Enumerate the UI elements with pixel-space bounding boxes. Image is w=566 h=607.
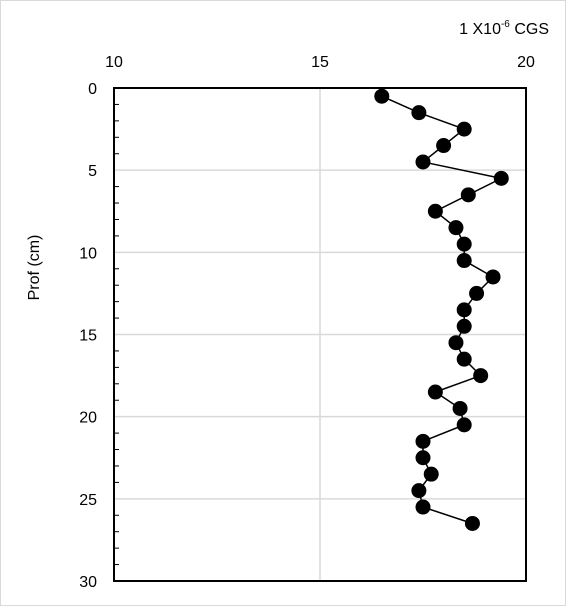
data-point <box>452 400 468 416</box>
data-point <box>448 220 464 236</box>
y-tick-label: 30 <box>79 574 97 591</box>
data-point <box>415 450 431 466</box>
data-point <box>374 88 390 104</box>
data-point <box>485 269 501 285</box>
x-tick-label: 15 <box>311 54 329 71</box>
data-point <box>415 154 431 170</box>
y-tick-label: 0 <box>88 81 97 98</box>
data-point <box>436 138 452 154</box>
data-point <box>423 466 439 482</box>
x-axis-title-unit: CGS <box>510 21 549 38</box>
data-point <box>427 203 443 219</box>
y-tick-label: 20 <box>79 410 97 427</box>
data-point <box>456 302 472 318</box>
x-axis-title-superscript: -6 <box>501 19 510 30</box>
y-tick-labels: 0 5 10 15 20 25 30 <box>79 81 97 591</box>
series-line-segment <box>435 374 481 393</box>
series-line-segment <box>418 111 465 130</box>
data-point <box>464 515 480 531</box>
data-point <box>415 433 431 449</box>
x-axis-title: 1 X10-6 CGS <box>459 19 549 38</box>
y-tick-label: 15 <box>79 328 97 345</box>
plot-area <box>113 87 527 582</box>
data-markers <box>374 88 509 531</box>
data-point <box>448 335 464 351</box>
y-axis-title: Prof (cm) <box>26 235 43 301</box>
data-point <box>456 318 472 334</box>
x-tick-label: 20 <box>517 54 535 71</box>
x-tick-labels: 10 15 20 <box>105 54 535 71</box>
x-tick-label: 10 <box>105 54 123 71</box>
data-point <box>456 236 472 252</box>
grid-lines <box>114 88 526 581</box>
data-point <box>411 105 427 121</box>
data-point <box>469 285 485 301</box>
series-lines <box>381 95 502 525</box>
data-point <box>456 121 472 137</box>
data-point <box>427 384 443 400</box>
data-point <box>456 253 472 269</box>
data-point <box>415 499 431 515</box>
data-point <box>456 351 472 367</box>
y-tick-label: 5 <box>88 163 97 180</box>
data-point <box>493 170 509 186</box>
data-point <box>411 483 427 499</box>
y-tick-label: 25 <box>79 492 97 509</box>
series-line-segment <box>422 506 473 525</box>
x-axis-title-base: 1 X10 <box>459 21 501 38</box>
series-line-segment <box>422 161 502 180</box>
data-point <box>473 368 489 384</box>
data-point <box>460 187 476 203</box>
y-tick-label: 10 <box>79 245 97 262</box>
data-point <box>456 417 472 433</box>
